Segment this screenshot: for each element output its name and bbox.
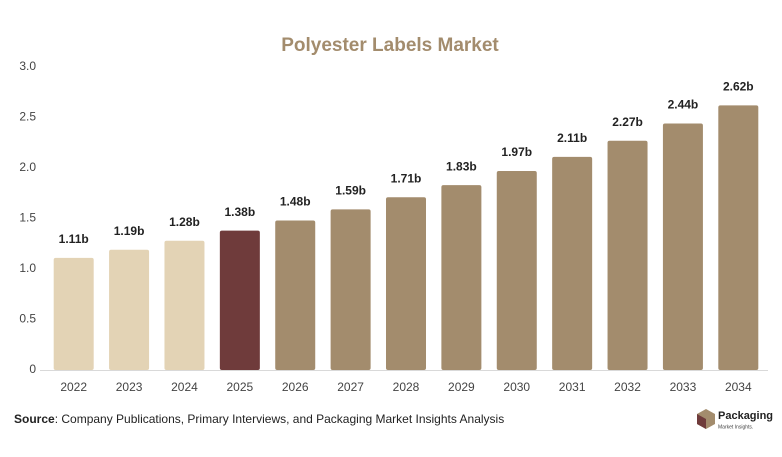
- bar: [164, 240, 205, 370]
- x-tick-label: 2029: [448, 380, 475, 394]
- x-tick-label: 2025: [226, 380, 253, 394]
- value-label: 2.62b: [723, 80, 754, 94]
- bar: [330, 209, 371, 370]
- logo-name: Packaging: [718, 410, 773, 422]
- y-tick-label: 2.5: [19, 110, 36, 124]
- value-label: 2.44b: [668, 98, 699, 112]
- x-tick-label: 2022: [60, 380, 87, 394]
- bar: [441, 185, 482, 370]
- source-text: : Company Publications, Primary Intervie…: [55, 412, 505, 426]
- value-label: 1.71b: [391, 171, 422, 185]
- y-tick-label: 0.5: [19, 312, 36, 326]
- bar: [496, 171, 537, 370]
- x-tick-label: 2026: [282, 380, 309, 394]
- source: Source: Company Publications, Primary In…: [14, 412, 504, 426]
- logo-tagline: Market Insights.: [718, 424, 753, 430]
- x-tick-label: 2027: [337, 380, 364, 394]
- bar: [219, 230, 260, 370]
- y-tick-label: 1.5: [19, 211, 36, 225]
- value-label: 1.38b: [225, 205, 256, 219]
- x-tick-label: 2030: [503, 380, 530, 394]
- x-tick-label: 2032: [614, 380, 641, 394]
- value-label: 1.19b: [114, 224, 145, 238]
- value-label: 1.28b: [169, 215, 200, 229]
- value-label: 1.11b: [59, 232, 89, 246]
- source-label: Source: [14, 412, 55, 426]
- y-tick-label: 1.0: [19, 261, 36, 275]
- x-tick-label: 2031: [559, 380, 586, 394]
- value-label: 2.27b: [612, 115, 643, 129]
- bar: [53, 257, 94, 370]
- bar: [718, 105, 759, 370]
- value-label: 1.48b: [280, 195, 311, 209]
- bar: [552, 156, 593, 370]
- logo-icon-side: [697, 414, 706, 429]
- x-tick-label: 2028: [393, 380, 420, 394]
- x-tick-label: 2034: [725, 380, 752, 394]
- x-tick-label: 2024: [171, 380, 198, 394]
- x-tick-label: 2033: [670, 380, 697, 394]
- chart-title: Polyester Labels Market: [281, 35, 499, 56]
- bar: [386, 197, 426, 370]
- x-tick-label: 2023: [116, 380, 143, 394]
- value-label: 2.11b: [557, 131, 587, 145]
- y-tick-label: 2.0: [19, 160, 36, 174]
- bar: [607, 140, 648, 370]
- y-tick-label: 3.0: [19, 59, 36, 73]
- logo: Packaging Market Insights.: [697, 409, 773, 430]
- bar: [109, 249, 150, 370]
- bar: [662, 123, 703, 370]
- bar: [275, 220, 316, 370]
- y-tick-label: 0: [29, 362, 36, 376]
- value-label: 1.59b: [335, 184, 366, 198]
- value-label: 1.83b: [446, 159, 477, 173]
- value-label: 1.97b: [501, 145, 532, 159]
